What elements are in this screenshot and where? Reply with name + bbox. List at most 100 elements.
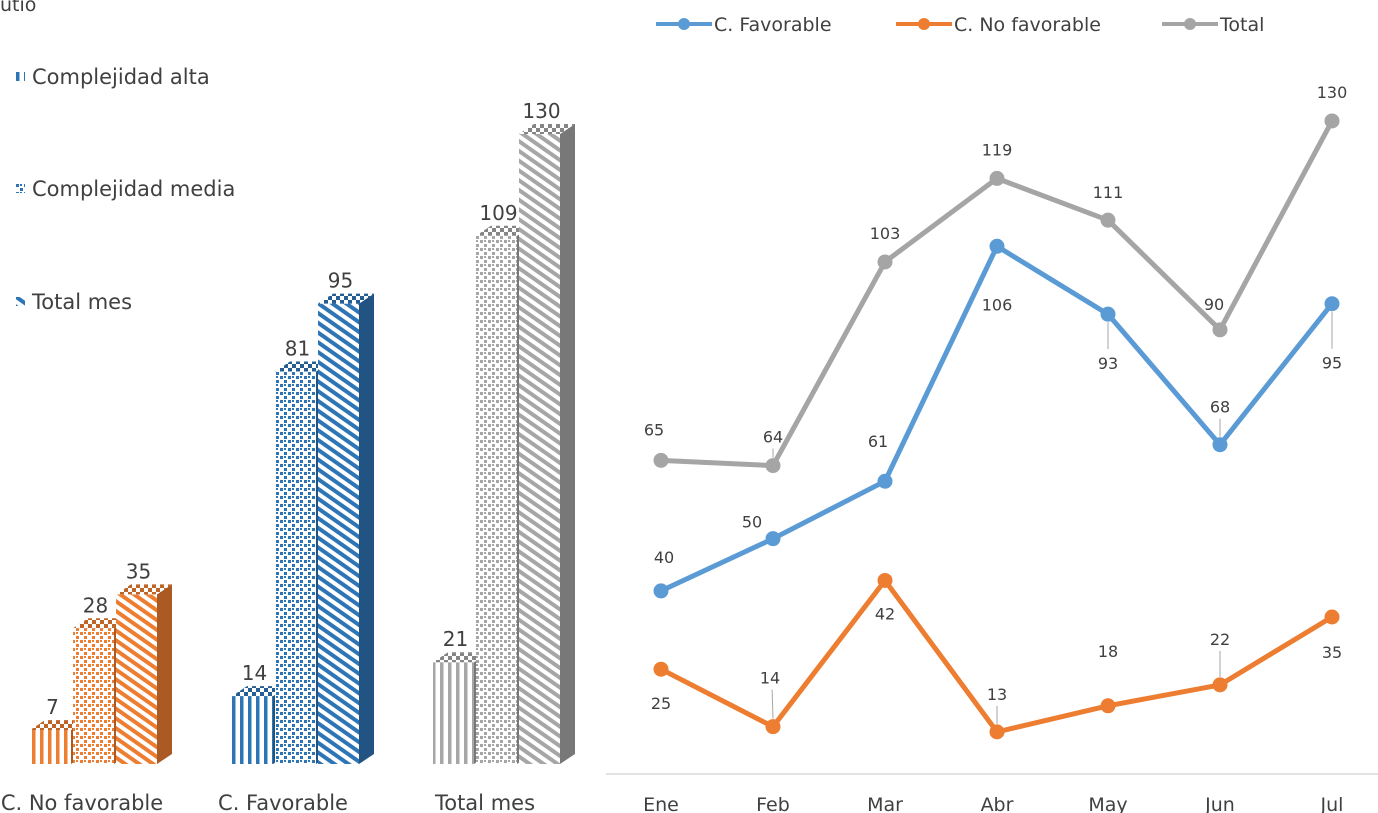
bar-side	[359, 293, 374, 764]
bar-top	[73, 618, 129, 629]
legend-label: Total mes	[31, 290, 132, 314]
bar-top	[519, 124, 575, 134]
bar-front	[476, 235, 517, 764]
data-point	[877, 254, 893, 270]
legend-marker	[918, 18, 930, 30]
chart-title-fragment: utio	[0, 0, 37, 16]
bar-value-label: 28	[83, 593, 108, 617]
bar-side	[560, 124, 575, 764]
leader-line	[771, 689, 774, 719]
data-point	[765, 719, 781, 735]
data-label: 111	[1093, 183, 1124, 202]
legend-label: Complejidad alta	[32, 65, 210, 89]
data-label: 22	[1210, 630, 1230, 649]
data-point	[1324, 296, 1340, 312]
bar-chart: Complejidad alta Complejidad media Total m…	[1, 65, 575, 813]
legend-label: Complejidad media	[32, 177, 235, 201]
data-point	[1100, 698, 1116, 714]
legend-marker	[1184, 18, 1196, 30]
legend-swatch	[16, 297, 25, 306]
bar-front	[116, 594, 157, 764]
x-tick-label-jul: Jul	[1320, 794, 1344, 813]
bar-top	[476, 225, 532, 236]
data-point	[765, 531, 781, 547]
legend-label: C. No favorable	[954, 14, 1101, 36]
category-label-c-favorable: C. Favorable	[218, 791, 348, 813]
bar-value-label: 95	[328, 269, 353, 293]
legend-item-c-no-favorable: C. No favorable	[896, 14, 1101, 36]
data-point	[653, 452, 669, 468]
category-label-c-no-favorable: C. No favorable	[1, 791, 163, 813]
legend-item-complejidad-alta: Complejidad alta	[16, 65, 210, 89]
data-point	[653, 661, 669, 677]
data-point	[989, 238, 1005, 254]
data-point	[1324, 609, 1340, 625]
data-label: 50	[742, 513, 762, 532]
line-chart: Ene Feb Mar Abr May Jun Jul C. Favorable C. No f…	[606, 14, 1378, 813]
data-point	[765, 458, 781, 474]
bar-total-mes-total-mes: 130	[519, 99, 575, 764]
legend-item-total: Total	[1162, 14, 1264, 36]
data-label: 119	[982, 140, 1013, 159]
legend-item-c-favorable: C. Favorable	[656, 14, 832, 36]
bar-c-favorable-total-mes: 95	[318, 269, 374, 764]
data-point	[1100, 306, 1116, 322]
data-point	[877, 572, 893, 588]
series-total: 65 64 103 119 111 90 130	[644, 83, 1347, 474]
data-label: 61	[868, 432, 888, 451]
data-label: 25	[651, 694, 671, 713]
bar-front	[519, 134, 560, 764]
bar-value-label: 109	[479, 201, 517, 225]
bar-front	[433, 662, 474, 764]
data-label: 14	[760, 669, 780, 688]
series-c-favorable: 40 50 61 106 93 68 95	[653, 238, 1342, 599]
bar-front	[275, 371, 316, 764]
legend-label: Total	[1219, 14, 1264, 36]
bar-value-label: 7	[46, 695, 59, 719]
x-tick-label-mar: Mar	[867, 794, 903, 813]
legend-label: C. Favorable	[714, 14, 832, 36]
data-point	[1212, 677, 1228, 693]
bar-top	[232, 686, 288, 697]
data-label: 35	[1322, 643, 1342, 662]
bar-side	[157, 584, 172, 764]
data-label: 90	[1204, 295, 1224, 314]
bar-top	[318, 293, 374, 304]
data-label: 93	[1098, 354, 1118, 373]
x-tick-label-jun: Jun	[1204, 794, 1235, 813]
legend-item-complejidad-media: Complejidad media	[16, 177, 235, 201]
data-point	[1212, 437, 1228, 453]
data-point	[877, 473, 893, 489]
bar-value-label: 21	[443, 627, 468, 651]
x-tick-label-feb: Feb	[756, 794, 790, 813]
bar-top	[30, 720, 86, 731]
legend-marker	[678, 18, 690, 30]
bar-front	[232, 696, 273, 764]
data-point	[1100, 212, 1116, 228]
bar-front	[318, 303, 359, 764]
data-point	[989, 170, 1005, 186]
bar-c-no-favorable-total-mes: 35	[116, 559, 172, 764]
bar-value-label: 130	[522, 99, 560, 123]
category-label-total-mes: Total mes	[434, 791, 535, 813]
data-label: 40	[654, 548, 674, 567]
data-label: 42	[875, 604, 895, 623]
series-c-no-favorable: 25 14 42 13 18 22 35	[651, 572, 1342, 740]
bar-top	[116, 584, 172, 595]
x-tick-label-ene: Ene	[643, 794, 679, 813]
data-label: 18	[1098, 642, 1118, 661]
legend-item-total-mes: Total mes	[16, 290, 132, 314]
bar-value-label: 14	[242, 661, 267, 685]
data-point	[653, 583, 669, 599]
x-tick-label-may: May	[1088, 794, 1127, 813]
legend-swatch	[16, 72, 25, 81]
bar-front	[73, 628, 114, 764]
data-label: 13	[987, 685, 1007, 704]
legend-swatch	[16, 184, 25, 193]
data-label: 106	[982, 295, 1013, 314]
bar-top	[275, 361, 331, 372]
bar-value-label: 35	[126, 559, 151, 583]
data-point	[1324, 113, 1340, 129]
data-label: 103	[870, 224, 901, 243]
